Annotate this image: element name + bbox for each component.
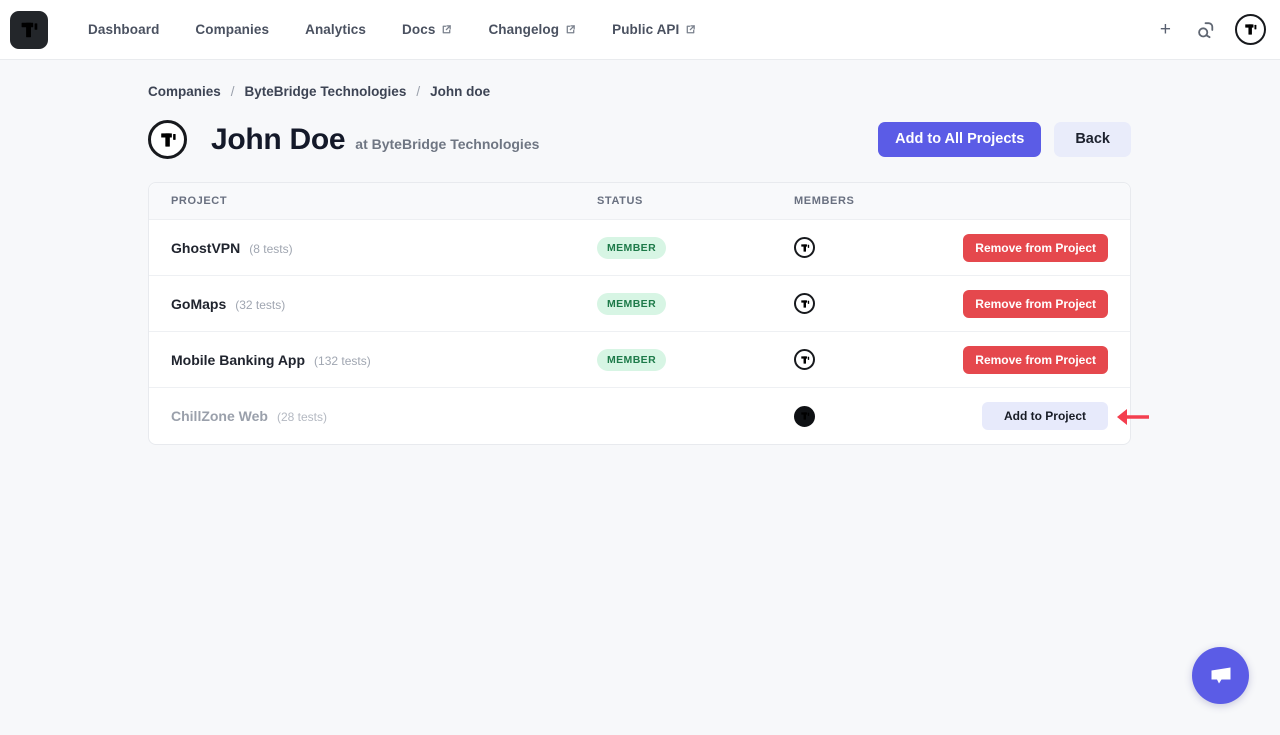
remove-from-project-button[interactable]: Remove from Project — [963, 345, 1108, 374]
back-button[interactable]: Back — [1054, 121, 1131, 158]
page-subtitle: at ByteBridge Technologies — [355, 135, 540, 152]
remove-from-project-button[interactable]: Remove from Project — [963, 289, 1108, 318]
project-test-count: (132 tests) — [314, 353, 371, 368]
main-nav: Dashboard Companies Analytics Docs Chang… — [70, 0, 714, 60]
action-cell: Remove from Project — [963, 345, 1108, 374]
column-members: MEMBERS — [794, 195, 855, 207]
project-test-count: (28 tests) — [276, 410, 327, 424]
projects-table: PROJECT STATUS MEMBERS GhostVPN (8 tests… — [148, 182, 1131, 445]
avatar-t-icon — [160, 132, 176, 147]
table-row: Mobile Banking App (132 tests) MEMBER Re… — [149, 332, 1130, 388]
project-name: GoMaps — [171, 295, 227, 312]
column-project: PROJECT — [171, 195, 228, 207]
table-row: GoMaps (32 tests) MEMBER Remove from Pro… — [149, 276, 1130, 332]
project-cell: Mobile Banking App (132 tests) — [171, 352, 597, 368]
project-cell: ChillZone Web (28 tests) — [171, 408, 597, 424]
nav-item-analytics[interactable]: Analytics — [287, 0, 384, 60]
user-avatar[interactable] — [1235, 14, 1266, 45]
member-avatar — [794, 349, 815, 370]
breadcrumb: Companies / ByteBridge Technologies / Jo… — [148, 84, 1131, 99]
top-navigation-bar: Dashboard Companies Analytics Docs Chang… — [0, 0, 1280, 60]
page-title: John Doe — [211, 122, 346, 156]
project-test-count: (32 tests) — [235, 297, 286, 312]
breadcrumb-current: John doe — [430, 84, 491, 99]
app-logo[interactable] — [10, 10, 48, 49]
status-cell: MEMBER — [597, 292, 794, 315]
nav-item-docs[interactable]: Docs — [384, 0, 470, 60]
column-status: STATUS — [597, 195, 643, 207]
table-row: ChillZone Web (28 tests) Add to Project — [149, 388, 1130, 444]
nav-item-label: Changelog — [488, 22, 560, 37]
top-actions: + — [1156, 14, 1266, 45]
add-to-project-button[interactable]: Add to Project — [982, 402, 1108, 430]
members-cell — [794, 405, 982, 427]
nav-item-label: Dashboard — [88, 22, 160, 37]
add-to-all-projects-button[interactable]: Add to All Projects — [878, 121, 1042, 158]
project-name: GhostVPN — [171, 239, 241, 256]
chat-widget-button[interactable] — [1192, 647, 1249, 704]
search-button[interactable] — [1195, 20, 1215, 40]
project-name: Mobile Banking App — [171, 351, 306, 368]
breadcrumb-separator: / — [230, 84, 235, 99]
status-badge: MEMBER — [597, 236, 667, 259]
table-body: GhostVPN (8 tests) MEMBER Remove from Pr… — [149, 220, 1130, 444]
chat-bubble-icon — [1211, 667, 1230, 683]
avatar-t-icon — [800, 243, 809, 252]
member-avatar — [794, 405, 815, 427]
member-avatar — [794, 237, 815, 258]
external-link-icon — [566, 25, 575, 34]
avatar-t-icon — [800, 355, 809, 364]
main-content: Companies / ByteBridge Technologies / Jo… — [0, 60, 1131, 445]
action-cell: Add to Project — [982, 402, 1108, 430]
nav-item-changelog[interactable]: Changelog — [470, 0, 594, 60]
avatar-t-icon — [1245, 24, 1257, 35]
avatar-t-icon — [800, 412, 809, 420]
project-cell: GoMaps (32 tests) — [171, 296, 597, 312]
avatar-t-icon — [800, 299, 809, 308]
project-name: ChillZone Web — [171, 408, 268, 424]
nav-item-label: Public API — [612, 22, 680, 37]
brand-t-icon — [21, 22, 38, 37]
nav-item-dashboard[interactable]: Dashboard — [70, 0, 177, 60]
annotation-arrow-icon — [1117, 409, 1149, 425]
table-header: PROJECT STATUS MEMBERS — [149, 183, 1130, 220]
page-header: John Doe at ByteBridge Technologies Add … — [148, 120, 1131, 159]
table-row: GhostVPN (8 tests) MEMBER Remove from Pr… — [149, 220, 1130, 276]
status-cell: MEMBER — [597, 236, 794, 259]
member-avatar — [148, 120, 187, 159]
status-badge: MEMBER — [597, 348, 667, 371]
external-link-icon — [443, 25, 452, 34]
members-cell — [794, 293, 963, 314]
breadcrumb-company[interactable]: ByteBridge Technologies — [244, 84, 407, 99]
title-wrap: John Doe at ByteBridge Technologies — [211, 123, 539, 157]
nav-item-public-api[interactable]: Public API — [594, 0, 714, 60]
header-actions: Add to All Projects Back — [878, 121, 1131, 158]
action-cell: Remove from Project — [963, 233, 1108, 262]
nav-item-label: Analytics — [305, 22, 367, 37]
breadcrumb-companies[interactable]: Companies — [148, 84, 221, 99]
action-cell: Remove from Project — [963, 289, 1108, 318]
remove-from-project-button[interactable]: Remove from Project — [963, 233, 1108, 262]
search-icon — [1198, 21, 1214, 38]
external-link-icon — [687, 25, 696, 34]
members-cell — [794, 237, 963, 258]
project-test-count: (8 tests) — [249, 241, 293, 256]
breadcrumb-separator: / — [416, 84, 421, 99]
member-avatar — [794, 293, 815, 314]
nav-item-label: Docs — [402, 22, 436, 37]
nav-item-label: Companies — [195, 22, 270, 37]
status-cell: MEMBER — [597, 348, 794, 371]
members-cell — [794, 349, 963, 370]
project-cell: GhostVPN (8 tests) — [171, 240, 597, 256]
nav-item-companies[interactable]: Companies — [177, 0, 287, 60]
add-new-button[interactable]: + — [1159, 19, 1171, 40]
status-badge: MEMBER — [597, 292, 667, 315]
